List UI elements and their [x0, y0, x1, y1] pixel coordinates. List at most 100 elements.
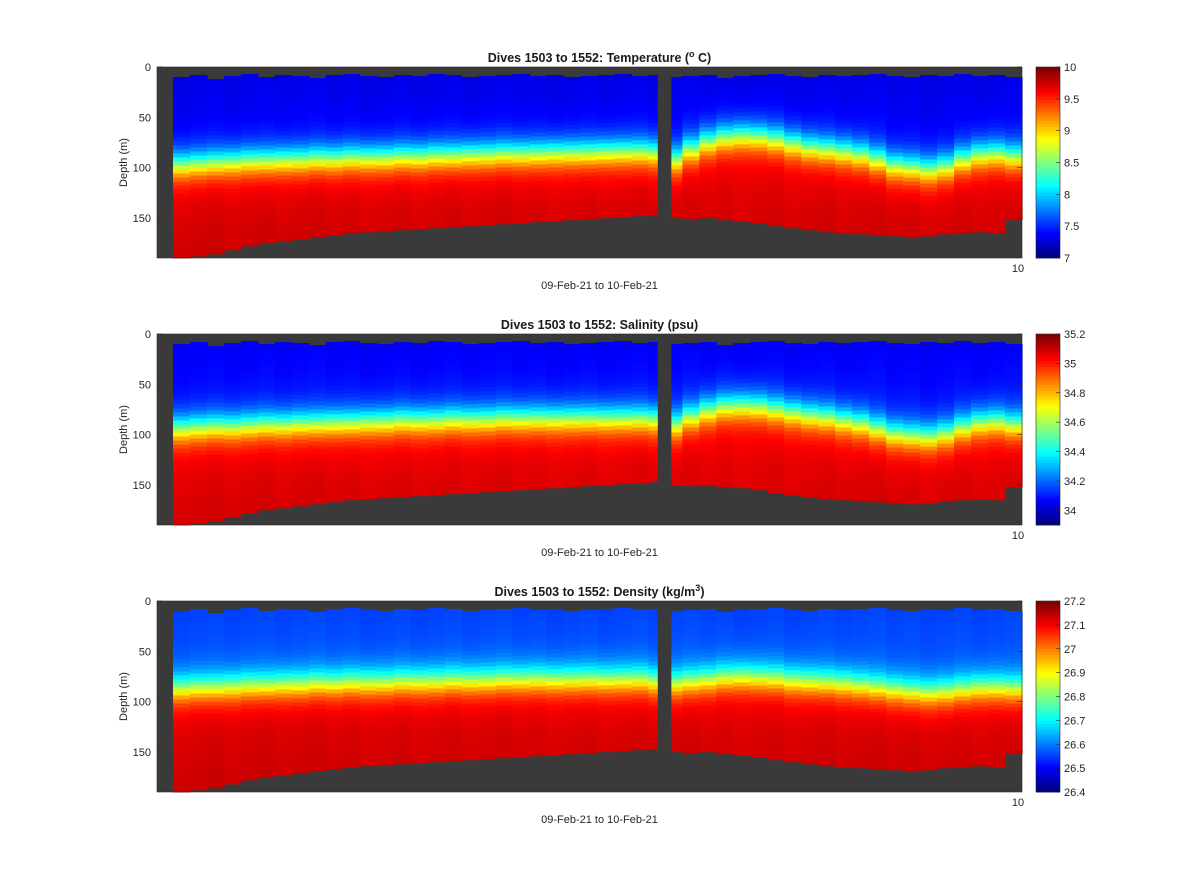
data-cell	[869, 493, 887, 499]
data-cell	[801, 416, 819, 421]
data-cell	[495, 79, 514, 84]
data-cell	[325, 390, 344, 395]
colorbar-step	[1036, 204, 1060, 208]
data-cell	[546, 689, 565, 694]
data-cell	[614, 465, 633, 471]
data-cell	[189, 641, 208, 646]
data-cell	[410, 451, 429, 457]
data-cell	[291, 76, 310, 81]
data-cell	[682, 80, 700, 85]
data-cell	[308, 385, 327, 390]
data-cell	[410, 112, 429, 117]
data-cell	[852, 215, 870, 221]
data-cell	[173, 623, 191, 628]
data-cell	[648, 390, 658, 395]
data-cell	[733, 407, 751, 412]
data-cell	[648, 414, 658, 419]
data-cell	[546, 677, 565, 682]
data-cell	[444, 147, 463, 152]
data-cell	[546, 394, 565, 399]
data-cell	[529, 622, 548, 627]
data-cell	[189, 689, 208, 694]
data-cell	[274, 693, 293, 698]
data-cell	[223, 698, 242, 703]
data-cell	[291, 140, 310, 145]
data-cell	[257, 153, 276, 158]
data-cell	[954, 146, 972, 151]
data-cell	[750, 191, 768, 197]
data-cell	[920, 143, 938, 148]
data-cell	[325, 414, 344, 419]
data-cell	[750, 83, 768, 88]
data-cell	[818, 458, 836, 464]
data-cell	[274, 721, 293, 727]
data-cell	[240, 150, 259, 155]
data-cell	[563, 205, 582, 211]
data-cell	[563, 376, 582, 381]
data-cell	[835, 224, 853, 230]
data-cell	[597, 386, 616, 391]
data-cell	[359, 710, 378, 715]
data-cell	[546, 621, 565, 626]
data-cell	[512, 393, 531, 398]
data-cell	[325, 621, 344, 626]
data-cell	[444, 211, 463, 217]
data-cell	[223, 638, 242, 643]
data-cell	[291, 136, 310, 141]
data-cell	[189, 486, 208, 492]
data-cell	[342, 198, 361, 204]
data-cell	[767, 465, 785, 471]
data-cell	[716, 130, 734, 135]
colorbar-step	[1036, 393, 1060, 398]
data-cell	[784, 491, 802, 496]
data-cell	[257, 133, 276, 138]
data-cell	[461, 356, 480, 361]
data-cell	[189, 350, 208, 355]
data-cell	[393, 382, 412, 387]
data-cell	[886, 399, 904, 404]
data-cell	[818, 410, 836, 415]
data-cell	[988, 147, 1006, 152]
data-cell	[971, 467, 989, 473]
data-cell	[461, 735, 480, 741]
data-cell	[937, 375, 955, 380]
data-cell	[767, 349, 785, 354]
data-cell	[546, 111, 565, 116]
data-cell	[274, 386, 293, 391]
data-cell	[308, 445, 327, 450]
data-cell	[546, 406, 565, 411]
data-cell	[869, 202, 887, 208]
data-cell	[393, 187, 412, 193]
data-cell	[614, 365, 633, 370]
data-cell	[206, 143, 225, 148]
data-cell	[291, 662, 310, 667]
data-cell	[563, 81, 582, 86]
data-cell	[308, 389, 327, 394]
data-cell	[495, 450, 514, 456]
colorbar-step	[1036, 441, 1060, 445]
data-cell	[648, 470, 658, 476]
data-cell	[291, 451, 310, 457]
data-cell	[750, 458, 768, 464]
data-cell	[801, 81, 819, 86]
data-cell	[886, 439, 904, 444]
data-cell	[291, 168, 310, 173]
data-cell	[546, 219, 565, 222]
data-cell	[784, 483, 802, 489]
data-cell	[461, 711, 480, 716]
data-cell	[189, 470, 208, 476]
data-cell	[988, 127, 1006, 132]
data-cell	[173, 639, 191, 644]
data-cell	[359, 646, 378, 651]
data-cell	[478, 124, 497, 129]
data-cell	[206, 426, 225, 431]
data-cell	[682, 351, 700, 356]
data-cell	[716, 110, 734, 115]
data-cell	[716, 178, 734, 183]
data-cell	[767, 102, 785, 107]
data-cell	[274, 171, 293, 176]
data-cell	[274, 737, 293, 743]
data-cell	[189, 733, 208, 739]
data-cell	[223, 359, 242, 364]
data-cell	[342, 668, 361, 673]
